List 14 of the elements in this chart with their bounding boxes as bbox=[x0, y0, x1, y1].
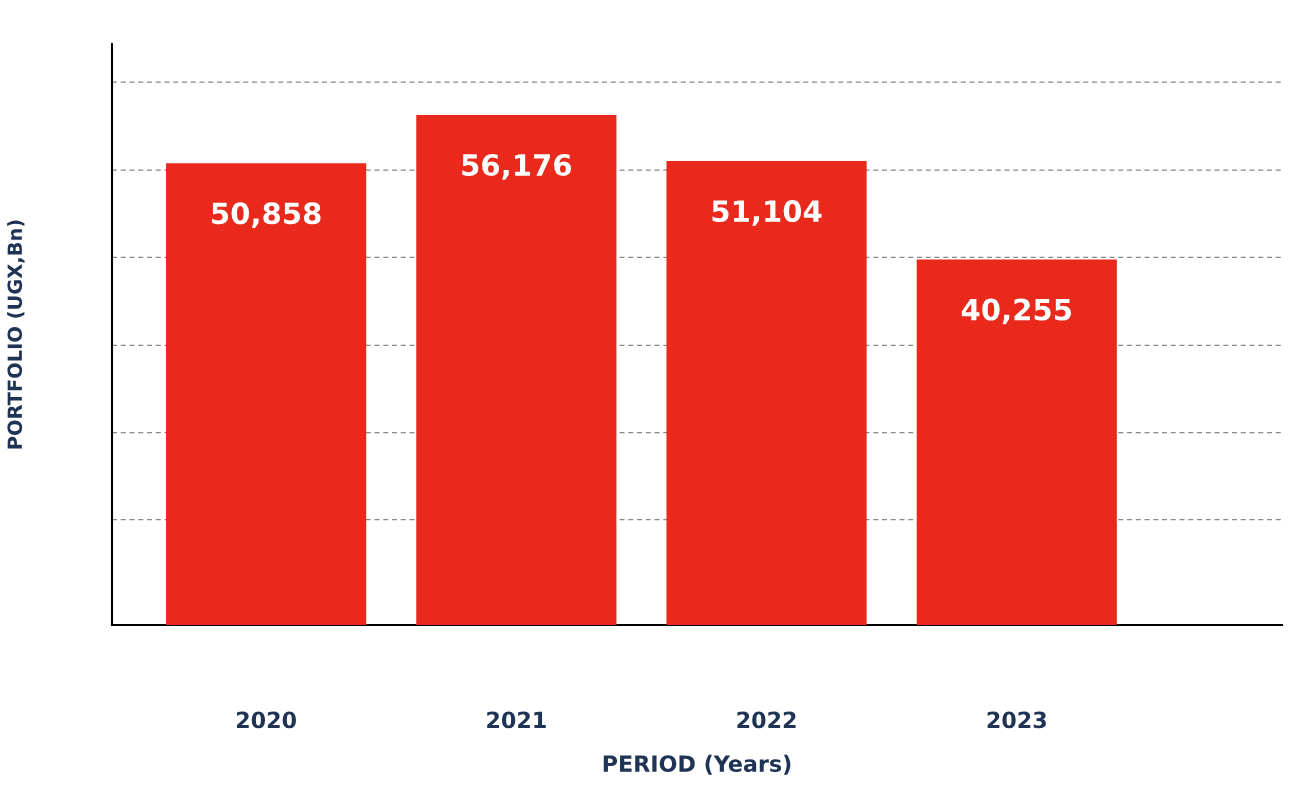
bar bbox=[416, 115, 617, 625]
data-label: 51,104 bbox=[712, 200, 822, 226]
x-tick-label: 2020 bbox=[236, 711, 296, 729]
bar bbox=[916, 259, 1117, 625]
x-tick-label: 2021 bbox=[487, 711, 546, 729]
x-axis-title: PERIOD (Years) bbox=[603, 754, 791, 775]
y-axis-title: PORTFOLIO (UGX,Bn) bbox=[7, 220, 25, 449]
data-label: 50,858 bbox=[212, 202, 321, 229]
x-tick-label: 2023 bbox=[987, 711, 1046, 729]
data-label: 40,255 bbox=[961, 298, 1072, 325]
bar bbox=[666, 161, 867, 625]
x-tick-label: 2022 bbox=[737, 711, 796, 729]
bar bbox=[166, 163, 367, 625]
data-label: 56,176 bbox=[462, 154, 572, 180]
